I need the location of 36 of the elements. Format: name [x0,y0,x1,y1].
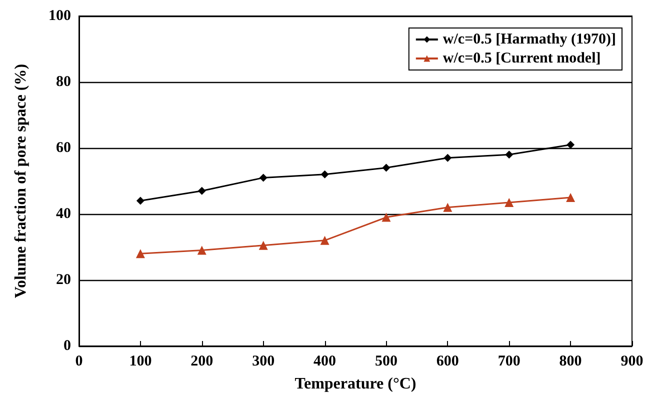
point [197,246,206,255]
x-tick-label: 800 [559,354,582,370]
y-axis-title: Volume fraction of pore space (%) [12,64,30,298]
x-tick-label: 0 [75,354,83,370]
y-tick-label: 60 [56,140,71,156]
point [566,193,576,202]
point [382,212,391,222]
point [504,198,514,207]
x-axis-title: Temperature (°C) [294,376,416,392]
x-tick-label: 400 [314,354,336,370]
x-tick-label: 100 [129,354,152,370]
x-tick-label: 600 [436,354,459,370]
x-tick-label: 700 [498,354,520,370]
point [443,202,452,212]
point [444,154,452,162]
point [258,240,268,250]
point [382,164,390,172]
x-tick-label: 200 [190,354,214,370]
point [320,170,329,178]
point [198,186,206,195]
point [320,236,330,245]
legend-label: w/c=0.5 [Harmathy (1970)] [442,32,616,48]
point [259,174,268,182]
point [505,150,514,159]
x-tick-label: 900 [620,354,644,370]
point [136,196,144,205]
y-tick-label: 100 [48,8,71,24]
y-tick-label: 0 [64,338,71,354]
y-tick-label: 40 [56,206,71,222]
point [566,140,575,149]
y-tick-label: 80 [56,74,71,90]
x-tick-label: 300 [252,354,275,370]
point [136,249,145,258]
y-tick-label: 20 [56,272,71,288]
legend-label: w/c=0.5 [Current model] [442,50,601,66]
x-tick-label: 500 [374,354,398,370]
